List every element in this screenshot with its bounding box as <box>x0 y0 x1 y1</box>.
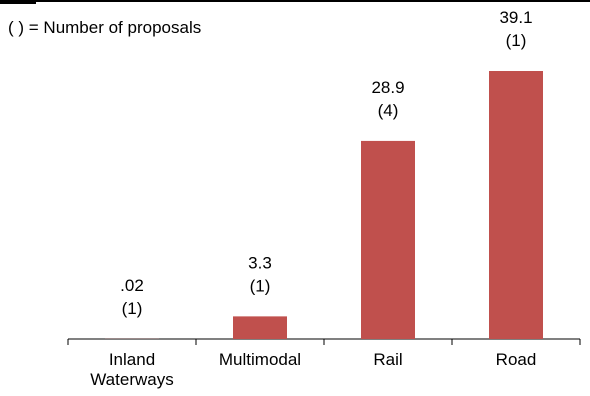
bar-road <box>489 71 543 339</box>
category-label: Waterways <box>90 370 173 389</box>
category-label: Rail <box>373 350 402 369</box>
top-rule <box>0 0 590 2</box>
value-label: 28.9 <box>371 78 404 97</box>
category-label: Road <box>496 350 537 369</box>
category-label: Inland <box>109 350 155 369</box>
value-label: 3.3 <box>248 253 272 272</box>
bar-rail <box>361 140 415 339</box>
proposal-count-label: (1) <box>506 31 527 50</box>
value-label: 39.1 <box>499 8 532 27</box>
category-label: Multimodal <box>219 350 301 369</box>
proposal-count-label: (4) <box>378 101 399 120</box>
proposal-count-label: (1) <box>122 299 143 318</box>
top-tab-marker <box>0 0 36 4</box>
proposals-note: ( ) = Number of proposals <box>8 18 202 37</box>
value-label: .02 <box>120 276 144 295</box>
proposal-count-label: (1) <box>250 276 271 295</box>
bar-multimodal <box>233 316 287 339</box>
